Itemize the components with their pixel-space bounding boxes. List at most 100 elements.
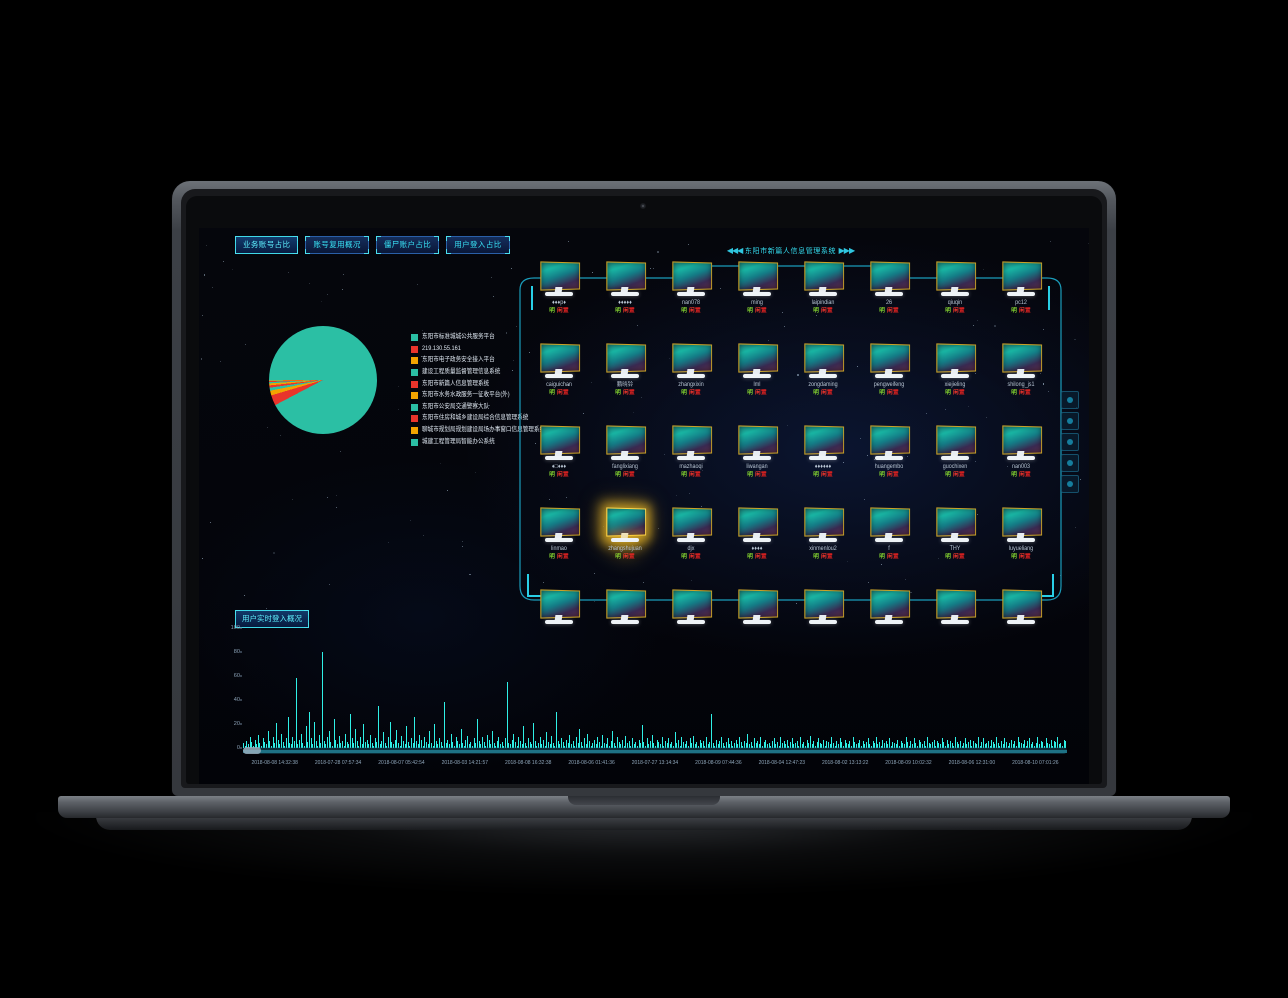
monitor-cell[interactable]: 鹏晓铃明 闲置 xyxy=(592,343,658,397)
monitor-cell[interactable]: ♦♦♦♦♦ 明 闲置 xyxy=(592,261,658,315)
legend-item[interactable]: 东阳市水务水政服务一征收平台(外) xyxy=(411,390,551,402)
monitor-cell[interactable] xyxy=(658,589,724,628)
legend-item[interactable]: 东阳市电子政务安全接入平台 xyxy=(411,355,551,367)
monitor-icon[interactable] xyxy=(604,261,647,298)
monitor-cell[interactable]: luyueliang 明 闲置 xyxy=(988,507,1054,561)
monitor-cell[interactable] xyxy=(988,589,1054,628)
monitor-cell[interactable]: zhangxixin 明 闲置 xyxy=(658,343,724,397)
monitor-icon[interactable] xyxy=(604,589,647,626)
chart-scroll-thumb[interactable] xyxy=(243,747,261,754)
monitor-icon[interactable] xyxy=(868,589,911,626)
monitor-icon[interactable] xyxy=(736,507,779,544)
monitor-icon[interactable] xyxy=(868,507,911,544)
monitor-icon[interactable] xyxy=(934,589,977,626)
monitor-cell[interactable]: linmao 明 闲置 xyxy=(526,507,592,561)
monitor-icon[interactable] xyxy=(538,425,581,462)
monitor-cell[interactable]: pc12 明 闲置 xyxy=(988,261,1054,315)
legend-item[interactable]: 219.130.55.161 xyxy=(411,344,551,356)
monitor-icon[interactable] xyxy=(934,343,977,380)
monitor-cell[interactable]: xiejieling 明 闲置 xyxy=(922,343,988,397)
monitor-icon[interactable] xyxy=(604,343,647,380)
monitor-icon[interactable] xyxy=(670,261,713,298)
monitor-cell[interactable]: ming 明 闲置 xyxy=(724,261,790,315)
monitor-icon[interactable] xyxy=(934,425,977,462)
monitor-icon[interactable] xyxy=(670,343,713,380)
monitor-cell[interactable]: nan003 明 闲置 xyxy=(988,425,1054,479)
monitor-cell[interactable] xyxy=(790,589,856,628)
legend-item[interactable]: 聊城市规划局规划建设局场办事窗口信息管理系统 xyxy=(411,425,551,437)
monitor-cell[interactable]: nan078 明 闲置 xyxy=(658,261,724,315)
monitor-cell[interactable]: mazhaoqi 明 闲置 xyxy=(658,425,724,479)
monitor-cell[interactable]: ♦♦♦♦♦♦ 明 闲置 xyxy=(790,425,856,479)
monitor-icon[interactable] xyxy=(868,425,911,462)
monitor-icon[interactable] xyxy=(1000,261,1043,298)
monitor-cell[interactable] xyxy=(526,589,592,628)
monitor-cell[interactable]: THY 明 闲置 xyxy=(922,507,988,561)
monitor-icon[interactable] xyxy=(670,507,713,544)
legend-item[interactable]: 城建工程管理局智能办公系统 xyxy=(411,436,551,448)
monitor-cell[interactable]: shilong_js1 明 闲置 xyxy=(988,343,1054,397)
monitor-icon[interactable] xyxy=(604,507,647,544)
prev-arrow-icon[interactable]: ◀◀◀ xyxy=(726,246,744,255)
monitor-icon[interactable] xyxy=(736,589,779,626)
monitor-cell[interactable]: ♦♦♦♦ 明 闲置 xyxy=(724,507,790,561)
monitor-cell[interactable]: laipindian 明 闲置 xyxy=(790,261,856,315)
legend-item[interactable]: 东阳市住房和城乡建设局综合信息管理系统 xyxy=(411,413,551,425)
monitor-icon[interactable] xyxy=(604,425,647,462)
user-icon[interactable] xyxy=(1061,433,1079,451)
monitor-icon[interactable] xyxy=(868,343,911,380)
monitor-icon[interactable] xyxy=(1000,343,1043,380)
monitor-cell[interactable] xyxy=(856,589,922,628)
monitor-icon[interactable] xyxy=(736,425,779,462)
monitor-cell[interactable]: lml 明 闲置 xyxy=(724,343,790,397)
monitor-icon[interactable] xyxy=(538,343,581,380)
next-arrow-icon[interactable]: ▶▶▶ xyxy=(838,246,856,255)
monitor-cell[interactable]: liwangan 明 闲置 xyxy=(724,425,790,479)
monitor-icon[interactable] xyxy=(802,261,845,298)
monitor-icon[interactable] xyxy=(868,261,911,298)
monitor-icon[interactable] xyxy=(670,589,713,626)
eye-icon[interactable] xyxy=(1061,391,1079,409)
tab-1[interactable]: 账号复用概况 xyxy=(305,236,369,254)
monitor-cell[interactable]: huangembo 明 闲置 xyxy=(856,425,922,479)
legend-item[interactable]: 建设工程质量监督管理信息系统 xyxy=(411,367,551,379)
monitor-icon[interactable] xyxy=(802,589,845,626)
monitor-icon[interactable] xyxy=(934,507,977,544)
legend-item[interactable]: 东阳市新篇人信息管理系统 xyxy=(411,378,551,390)
monitor-cell[interactable]: ♦□♦♦♦ 明 闲置 xyxy=(526,425,592,479)
monitor-cell[interactable]: xinmenlou2 明 闲置 xyxy=(790,507,856,561)
monitor-icon[interactable] xyxy=(538,507,581,544)
monitor-icon[interactable] xyxy=(802,425,845,462)
monitor-cell[interactable]: djx 明 闲置 xyxy=(658,507,724,561)
monitor-cell[interactable] xyxy=(724,589,790,628)
tab-0[interactable]: 业务账号占比 xyxy=(235,236,299,254)
monitor-icon[interactable] xyxy=(1000,589,1043,626)
monitor-icon[interactable] xyxy=(736,261,779,298)
tab-2[interactable]: 僵尸账户占比 xyxy=(375,236,440,254)
monitor-icon[interactable] xyxy=(736,343,779,380)
legend-item[interactable]: 东阳市公安局交通警察大队 xyxy=(411,402,551,414)
monitor-cell[interactable] xyxy=(592,589,658,628)
monitor-cell[interactable]: fanglixiang 明 闲置 xyxy=(592,425,658,479)
monitor-icon[interactable] xyxy=(670,425,713,462)
monitor-cell[interactable]: zhangshujuan 明 闲置 xyxy=(592,507,658,561)
monitor-cell[interactable]: ♦♦♦p♦ 明 闲置 xyxy=(526,261,592,315)
monitor-icon[interactable] xyxy=(538,589,581,626)
monitor-cell[interactable]: zongdaming 明 闲置 xyxy=(790,343,856,397)
tab-3[interactable]: 用户登入占比 xyxy=(446,236,510,254)
monitor-cell[interactable]: guochixen 明 闲置 xyxy=(922,425,988,479)
monitor-cell[interactable]: qiuqin 明 闲置 xyxy=(922,261,988,315)
monitor-icon[interactable] xyxy=(1000,507,1043,544)
monitor-cell[interactable]: caiguichan 明 闲置 xyxy=(526,343,592,397)
monitor-icon[interactable] xyxy=(934,261,977,298)
legend-item[interactable]: 东阳市标准城城公共服务平台 xyxy=(411,332,551,344)
chart-scrollbar[interactable] xyxy=(243,747,1067,754)
monitor-cell[interactable]: pengweifeng 明 闲置 xyxy=(856,343,922,397)
monitor-cell[interactable]: 26 明 闲置 xyxy=(856,261,922,315)
monitor-icon[interactable] xyxy=(538,261,581,298)
monitor-cell[interactable] xyxy=(922,589,988,628)
monitor-icon[interactable] xyxy=(802,343,845,380)
layers-icon[interactable] xyxy=(1061,454,1079,472)
monitor-icon[interactable] xyxy=(802,507,845,544)
